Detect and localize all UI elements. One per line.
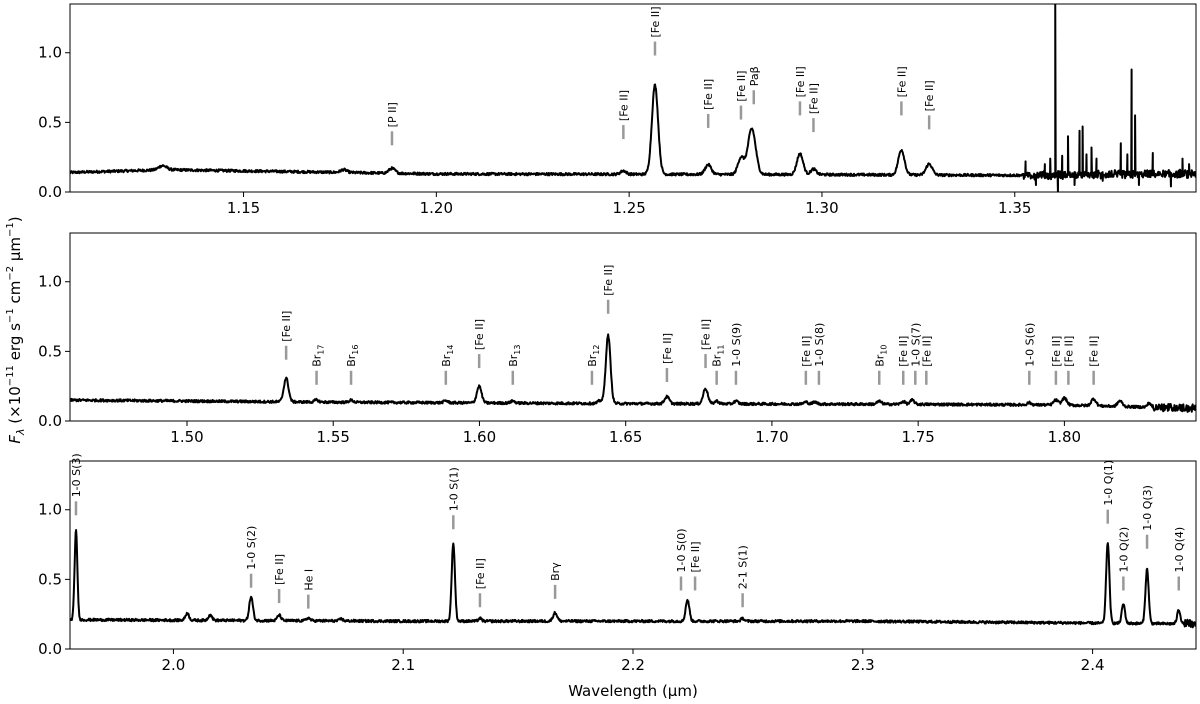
x-tick-label: 2.0	[161, 656, 185, 674]
x-tick-label: 2.4	[1081, 656, 1105, 674]
spectrum-panel-2: 1.50 1.55 1.60 1.65 1.70 1.75 1.80 0.0 0.5 1.0 [Fe…	[38, 232, 1197, 446]
line-id-label: Br11	[711, 345, 726, 367]
line-id-label: [Fe II]	[702, 79, 715, 110]
y-tick-label: 0.5	[38, 342, 62, 360]
line-id-label: 1-0 S(1)	[447, 467, 460, 511]
line-id-label: [Fe II]	[1062, 336, 1075, 367]
y-tick-label: 0.0	[38, 640, 62, 658]
x-tick-label: 1.50	[170, 428, 203, 446]
x-tick-label: 1.15	[227, 199, 260, 217]
x-tick-label: 1.35	[998, 199, 1031, 217]
line-id-label: [Fe II]	[473, 319, 486, 350]
line-id-label: 1-0 Q(4)	[1173, 527, 1186, 573]
line-id-label: 1-0 S(7)	[909, 323, 922, 367]
x-tick-label: 1.65	[609, 428, 642, 446]
line-id-label: [Fe II]	[649, 6, 662, 37]
x-tick-label: 1.25	[612, 199, 645, 217]
y-tick-label: 0.0	[38, 412, 62, 430]
line-id-label: [Fe II]	[1050, 336, 1063, 367]
plot-frame	[69, 3, 1197, 193]
line-id-label: [Fe II]	[280, 311, 293, 342]
line-id-label: Br13	[507, 345, 522, 367]
line-id-label: [Fe II]	[794, 66, 807, 97]
line-id-label: [Fe II]	[920, 336, 933, 367]
y-tick-label: 0.5	[38, 570, 62, 588]
spectrum-trace	[70, 333, 1196, 413]
y-tick-label: 0.5	[38, 113, 62, 131]
line-id-label: [Fe II]	[895, 66, 908, 97]
line-id-label: [Fe II]	[617, 90, 630, 121]
line-id-label: Br10	[873, 345, 888, 367]
line-id-label: [Fe II]	[689, 541, 702, 572]
x-axis-label: Wavelength (μm)	[568, 682, 698, 700]
line-id-label: 1-0 S(6)	[1023, 323, 1036, 367]
line-id-label: [Fe II]	[800, 336, 813, 367]
x-tick-label: 1.75	[901, 428, 934, 446]
y-axis-label: Fλ (×10−11 erg s−1 cm−2 μm−1)	[5, 216, 27, 443]
line-id-label: [Fe II]	[700, 319, 713, 350]
line-id-label: Paβ	[748, 66, 761, 86]
spectrum-panel-1: 1.15 1.20 1.25 1.30 1.35 0.0 0.5 1.0 [P II] [Fe I…	[38, 3, 1197, 217]
line-id-label: Br16	[345, 345, 360, 367]
x-tick-label: 1.55	[317, 428, 350, 446]
spectrum-panel-3: 2.0 2.1 2.2 2.3 2.4 0.0 0.5 1.0 1-0 S(3) 1-0 S(2)…	[38, 453, 1197, 674]
line-id-label: [Fe II]	[273, 554, 286, 585]
x-tick-label: 2.1	[391, 656, 415, 674]
spectrum-trace	[70, 4, 1196, 192]
line-id-label: 1-0 S(2)	[245, 526, 258, 570]
line-id-label: [Fe II]	[602, 265, 615, 296]
x-tick-label: 1.80	[1048, 428, 1081, 446]
line-id-label: 1-0 S(9)	[730, 323, 743, 367]
line-id-label: 1-0 Q(2)	[1117, 527, 1130, 573]
line-id-label: Br14	[440, 345, 455, 367]
y-tick-label: 1.0	[38, 273, 62, 291]
spectrum-trace	[70, 528, 1196, 629]
line-id-label: 2-1 S(1)	[737, 545, 750, 589]
x-tick-label: 2.3	[851, 656, 875, 674]
line-id-label: He I	[302, 569, 315, 591]
line-id-label: Br17	[311, 345, 326, 367]
line-id-label: Br12	[586, 345, 601, 367]
y-tick-label: 1.0	[38, 44, 62, 62]
line-id-label: [Fe II]	[897, 336, 910, 367]
line-id-label: 1-0 S(0)	[675, 528, 688, 572]
line-id-label: [Fe II]	[807, 83, 820, 114]
line-id-label: 1-0 S(8)	[813, 323, 826, 367]
line-id-label: [Fe II]	[661, 333, 674, 364]
y-tick-label: 1.0	[38, 501, 62, 519]
plot-frame	[69, 232, 1197, 422]
x-tick-label: 1.70	[755, 428, 788, 446]
line-id-label: 1-0 Q(1)	[1102, 460, 1115, 506]
line-id-label: [Fe II]	[1088, 336, 1101, 367]
x-tick-label: 1.30	[805, 199, 838, 217]
line-id-label: 1-0 S(3)	[70, 453, 83, 497]
line-id-label: [Fe II]	[923, 80, 936, 111]
x-tick-label: 1.60	[463, 428, 496, 446]
line-id-label: [P II]	[386, 102, 399, 127]
line-id-label: [Fe II]	[474, 558, 487, 589]
line-id-label: Brγ	[549, 562, 562, 581]
x-tick-label: 2.2	[621, 656, 645, 674]
line-id-label: [Fe II]	[735, 71, 748, 102]
x-tick-label: 1.20	[420, 199, 453, 217]
y-tick-label: 0.0	[38, 183, 62, 201]
line-id-label: 1-0 Q(3)	[1141, 485, 1154, 531]
